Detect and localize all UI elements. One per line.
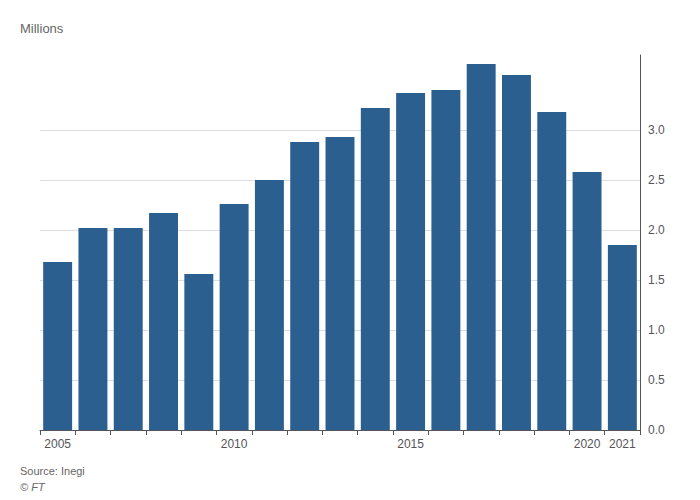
svg-text:2010: 2010	[221, 437, 248, 451]
svg-text:1.5: 1.5	[648, 273, 665, 287]
svg-text:3.0: 3.0	[648, 123, 665, 137]
svg-text:1.0: 1.0	[648, 323, 665, 337]
svg-text:2020: 2020	[574, 437, 601, 451]
svg-text:© FT: © FT	[20, 481, 46, 493]
svg-text:0.5: 0.5	[648, 373, 665, 387]
svg-text:Source: Inegi: Source: Inegi	[20, 465, 85, 477]
svg-text:2.5: 2.5	[648, 173, 665, 187]
svg-text:2021: 2021	[609, 437, 636, 451]
svg-text:2015: 2015	[397, 437, 424, 451]
svg-text:Millions: Millions	[20, 21, 64, 36]
svg-text:2005: 2005	[44, 437, 71, 451]
svg-text:0.0: 0.0	[648, 423, 665, 437]
svg-text:2.0: 2.0	[648, 223, 665, 237]
